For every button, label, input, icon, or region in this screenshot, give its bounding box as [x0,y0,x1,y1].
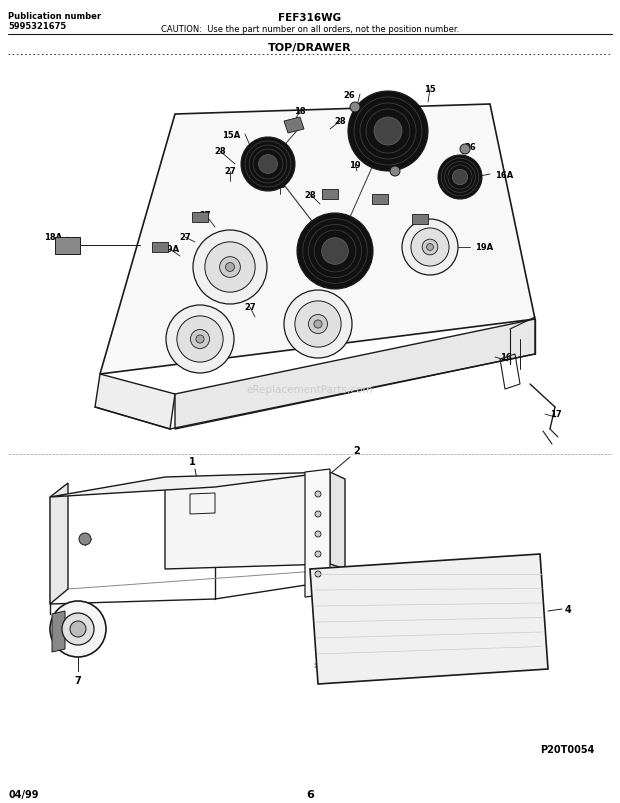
Text: 16: 16 [500,353,511,362]
Circle shape [402,220,458,275]
Polygon shape [192,213,208,222]
Text: 18A: 18A [44,233,62,243]
Text: 28: 28 [334,117,346,126]
Polygon shape [322,190,338,200]
Polygon shape [284,118,304,134]
Text: 27: 27 [179,233,191,243]
Text: 16A: 16A [495,170,513,179]
Circle shape [295,301,341,348]
Polygon shape [330,472,345,569]
Circle shape [390,167,400,177]
Text: 18: 18 [294,108,306,116]
Polygon shape [100,105,535,374]
Polygon shape [95,374,175,430]
Circle shape [166,306,234,373]
Text: 28: 28 [304,190,316,199]
Text: 15: 15 [424,85,436,95]
Polygon shape [165,475,330,569]
Text: 5995321675: 5995321675 [8,22,66,31]
Text: CAUTION:  Use the part number on all orders, not the position number.: CAUTION: Use the part number on all orde… [161,25,459,34]
Text: TOP/DRAWER: TOP/DRAWER [268,43,352,53]
Circle shape [70,622,86,638]
Circle shape [348,92,428,172]
Text: FEF316WG: FEF316WG [278,13,342,23]
Circle shape [453,170,467,185]
Text: 6: 6 [306,789,314,799]
Text: Publication number: Publication number [8,12,101,21]
Circle shape [322,238,348,265]
Circle shape [350,103,360,113]
Circle shape [226,263,234,272]
Circle shape [422,240,438,255]
Text: 04/99: 04/99 [8,789,38,799]
Circle shape [219,257,241,278]
Polygon shape [152,243,168,253]
Text: 19: 19 [349,161,361,169]
Circle shape [177,316,223,363]
Polygon shape [52,611,65,652]
Text: 19A: 19A [161,245,179,255]
Circle shape [284,291,352,359]
Circle shape [190,330,210,349]
Text: 27: 27 [199,210,211,219]
Circle shape [259,155,277,174]
Circle shape [315,552,321,557]
Polygon shape [50,483,68,604]
Text: 2: 2 [353,446,360,455]
Polygon shape [50,472,330,497]
Polygon shape [310,554,548,684]
Circle shape [427,244,433,251]
Polygon shape [55,238,80,255]
Text: 4: 4 [565,604,572,614]
Polygon shape [412,214,428,225]
Polygon shape [305,470,330,597]
Text: 27: 27 [412,225,424,234]
Text: 27: 27 [224,167,236,177]
Text: 28: 28 [214,147,226,157]
Circle shape [309,315,327,334]
Text: 15A: 15A [222,130,240,140]
Text: P20T0054: P20T0054 [541,744,595,754]
Circle shape [315,512,321,517]
Circle shape [193,230,267,304]
Circle shape [374,118,402,146]
Polygon shape [372,195,388,205]
Circle shape [241,138,295,192]
Circle shape [314,320,322,328]
Circle shape [460,145,470,155]
Text: 26: 26 [343,91,355,100]
Circle shape [315,532,321,537]
Circle shape [205,243,255,293]
Text: 1: 1 [188,456,195,467]
Text: 27: 27 [244,303,256,312]
Circle shape [315,571,321,577]
Circle shape [315,491,321,497]
Text: 19: 19 [309,293,321,302]
Circle shape [50,601,106,657]
Circle shape [411,229,449,267]
Text: 19A: 19A [475,243,493,252]
Text: 27: 27 [339,220,351,229]
Text: 7: 7 [74,675,81,685]
Circle shape [62,613,94,645]
Text: eReplacementParts.com: eReplacementParts.com [247,385,373,394]
Circle shape [297,214,373,290]
Circle shape [438,156,482,200]
Circle shape [79,533,91,545]
Polygon shape [175,320,535,430]
Text: 17: 17 [550,410,562,419]
Text: 15: 15 [274,181,286,190]
Circle shape [196,336,204,344]
Text: 26: 26 [464,143,476,153]
